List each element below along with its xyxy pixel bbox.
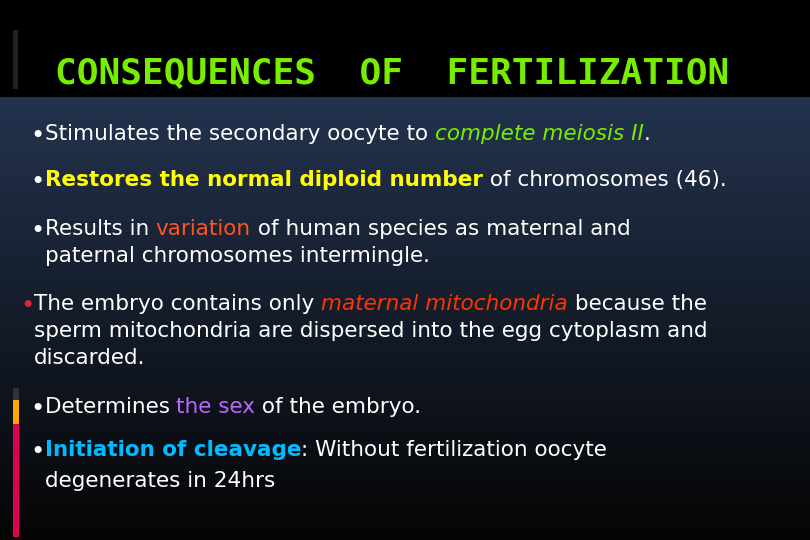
Bar — [13, 30, 18, 89]
Text: Determines: Determines — [45, 397, 177, 417]
Bar — [0, 0, 810, 97]
Text: The embryo contains only: The embryo contains only — [34, 294, 321, 314]
Text: maternal mitochondria: maternal mitochondria — [321, 294, 568, 314]
Text: variation: variation — [156, 219, 251, 239]
Text: the sex: the sex — [177, 397, 255, 417]
Text: : Without fertilization oocyte: : Without fertilization oocyte — [301, 440, 607, 460]
Text: •: • — [31, 397, 45, 421]
Text: CONSEQUENCES  OF  FERTILIZATION: CONSEQUENCES OF FERTILIZATION — [55, 56, 729, 90]
Bar — [13, 424, 19, 537]
Text: Restores the normal diploid number: Restores the normal diploid number — [45, 170, 483, 190]
Text: degenerates in 24hrs: degenerates in 24hrs — [45, 471, 275, 491]
Bar — [13, 388, 19, 400]
Text: complete meiosis II: complete meiosis II — [434, 124, 643, 144]
Text: of chromosomes (46).: of chromosomes (46). — [483, 170, 727, 190]
Text: discarded.: discarded. — [34, 348, 146, 368]
Text: .: . — [643, 124, 650, 144]
Text: •: • — [31, 124, 45, 148]
Text: •: • — [31, 170, 45, 194]
Text: Results in: Results in — [45, 219, 156, 239]
Text: •: • — [31, 440, 45, 464]
Text: •: • — [20, 294, 35, 318]
Text: because the: because the — [568, 294, 707, 314]
Text: of human species as maternal and: of human species as maternal and — [251, 219, 630, 239]
Text: paternal chromosomes intermingle.: paternal chromosomes intermingle. — [45, 246, 429, 266]
Text: sperm mitochondria are dispersed into the egg cytoplasm and: sperm mitochondria are dispersed into th… — [34, 321, 708, 341]
Bar — [13, 400, 19, 424]
Text: Stimulates the secondary oocyte to: Stimulates the secondary oocyte to — [45, 124, 434, 144]
Text: of the embryo.: of the embryo. — [255, 397, 421, 417]
Text: Initiation of cleavage: Initiation of cleavage — [45, 440, 301, 460]
Text: •: • — [31, 219, 45, 242]
